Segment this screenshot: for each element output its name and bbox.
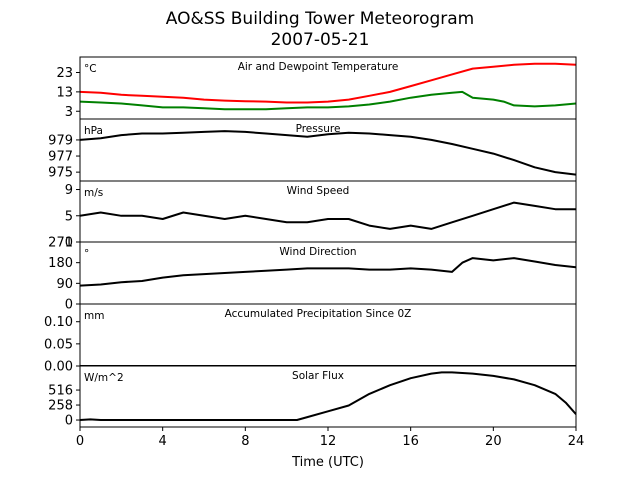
panel-6-ytick-label: 516: [48, 384, 73, 399]
xtick-label: 4: [159, 434, 167, 449]
panel-4-title: Wind Direction: [279, 246, 356, 258]
panel-1-unit-label: °C: [84, 63, 97, 75]
xtick-label: 20: [485, 434, 502, 449]
x-axis-label: Time (UTC): [291, 455, 364, 470]
panel-5-unit-label: mm: [84, 310, 104, 322]
panel-1: 3 13 23 °C Air and Dewpoint Temperature: [56, 56, 577, 120]
xtick-label: 0: [76, 434, 84, 449]
panel-3-title: Wind Speed: [287, 185, 350, 197]
panel-4: 0 90 180 270 ° Wind Direction: [48, 236, 577, 313]
panel-4-ytick-label: 90: [56, 277, 73, 292]
xtick-label: 24: [568, 434, 585, 449]
panel-6-unit-label: W/m^2: [84, 372, 124, 384]
panel-3-ytick-label: 9: [65, 183, 73, 198]
panel-1-title: Air and Dewpoint Temperature: [238, 61, 399, 73]
panel-4-unit-label: °: [84, 248, 89, 260]
panel-5-ytick-label: 0.10: [44, 315, 73, 330]
x-axis: 0 4 8 12 16 20 24: [76, 427, 584, 449]
panel-5: 0.00 0.05 0.10 mm Accumulated Precipitation …: [44, 303, 577, 375]
panel-6-ytick-label: 0: [65, 414, 73, 429]
panel-3-ytick-label: 1: [65, 236, 73, 251]
panel-1-ytick-label: 13: [56, 85, 73, 100]
panel-1-ytick-label: 3: [65, 105, 73, 120]
panel-4-ytick-label: 0: [65, 298, 73, 313]
panel-3-ytick-label: 5: [65, 209, 73, 224]
panel-1-series-2-line: [80, 90, 576, 111]
panel-4-series-1-line: [80, 257, 576, 287]
xtick-label: 8: [241, 434, 249, 449]
panel-2-title: Pressure: [296, 123, 341, 135]
panel-1-series-1-line: [80, 62, 576, 104]
panel-2-unit-label: hPa: [84, 125, 103, 137]
panel-2-series-1-line: [80, 130, 576, 176]
panel-2-ytick-label: 977: [48, 150, 73, 165]
panel-5-title: Accumulated Precipitation Since 0Z: [225, 308, 412, 320]
chart-title: AO&SS Building Tower Meteorogram: [166, 9, 474, 29]
panel-2-ytick-label: 975: [48, 166, 73, 181]
panel-5-ytick-label: 0.00: [44, 360, 73, 375]
xtick-label: 12: [320, 434, 337, 449]
panel-6-ytick-label: 258: [48, 399, 73, 414]
chart-subtitle: 2007-05-21: [271, 30, 370, 50]
panel-5-ytick-label: 0.05: [44, 337, 73, 352]
panel-2-ytick-label: 979: [48, 133, 73, 148]
panel-6-series-1-line: [80, 371, 576, 421]
panel-4-ytick-label: 270: [48, 236, 73, 251]
xtick-label: 16: [402, 434, 419, 449]
panel-3-unit-label: m/s: [84, 187, 103, 199]
panel-6-title: Solar Flux: [292, 370, 344, 382]
panel-3-series-1-line: [80, 201, 576, 230]
panel-4-ytick-label: 180: [48, 256, 73, 271]
panel-1-ytick-label: 23: [56, 66, 73, 81]
panel-3: 1 5 9 m/s Wind Speed: [65, 180, 577, 251]
